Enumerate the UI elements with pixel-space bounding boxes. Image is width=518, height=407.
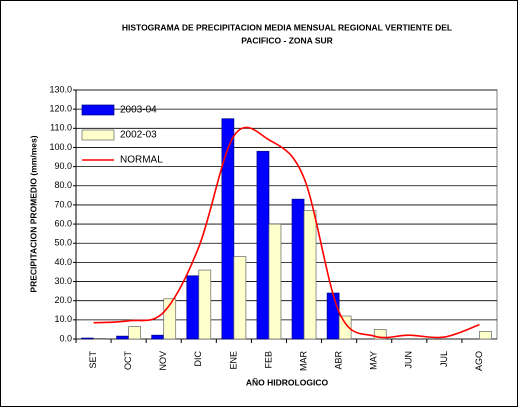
y-tick-label: 100.0 — [49, 142, 72, 152]
plot-area — [75, 89, 498, 340]
x-tick-label: MAR — [298, 351, 308, 372]
x-tick-label: AGO — [474, 351, 484, 371]
y-tick-label: 10.0 — [54, 314, 72, 324]
y-axis-label: PRECIPITACION PROMEDIO (mm/mes) — [28, 135, 38, 292]
bar — [186, 275, 200, 340]
y-tick-label: 0.0 — [59, 333, 72, 343]
bar — [373, 329, 387, 340]
y-tick-label: 80.0 — [54, 180, 72, 190]
y-tick-label: 130.0 — [49, 84, 72, 94]
bar — [93, 338, 106, 340]
bar — [479, 330, 492, 340]
bar — [338, 315, 352, 340]
y-tick-label: 50.0 — [54, 238, 72, 248]
bar — [326, 292, 340, 340]
legend-label: 2002-03 — [120, 130, 157, 141]
legend-swatch — [81, 129, 115, 141]
bar — [198, 269, 212, 340]
x-tick-label: JUL — [439, 351, 449, 367]
x-axis-label: AÑO HIDROLOGICO — [246, 377, 329, 387]
chart-subtitle: PACIFICO - ZONA SUR — [241, 35, 333, 45]
y-tick-label: 110.0 — [50, 123, 72, 133]
bar — [291, 198, 305, 340]
bar — [128, 326, 141, 340]
y-tick-label: 70.0 — [54, 199, 72, 209]
bar — [221, 118, 235, 340]
y-tick-label: 120.0 — [49, 104, 72, 114]
x-tick-label: ABR — [334, 351, 344, 370]
x-tick-label: MAY — [369, 351, 379, 370]
legend-swatch — [81, 104, 115, 116]
x-tick-label: SET — [88, 351, 98, 369]
y-tick-label: 40.0 — [54, 257, 72, 267]
x-tick-label: FEB — [263, 351, 273, 369]
x-tick-label: DIC — [193, 351, 203, 367]
y-tick-label: 90.0 — [54, 161, 72, 171]
bar — [81, 337, 94, 340]
legend-label: NORMAL — [120, 155, 163, 166]
x-tick-label: NOV — [158, 351, 168, 371]
line — [93, 126, 480, 339]
y-tick-label: 30.0 — [54, 276, 72, 286]
x-tick-label: OCT — [123, 351, 133, 371]
chart-title: HISTOGRAMA DE PRECIPITACION MEDIA MENSUA… — [122, 22, 452, 32]
y-tick-label: 20.0 — [54, 295, 72, 305]
y-tick-label: 60.0 — [54, 218, 72, 228]
legend-label: 2003-04 — [120, 105, 157, 116]
bar — [268, 223, 282, 340]
bar — [116, 335, 129, 340]
x-tick-label: JUN — [404, 351, 414, 369]
bar — [303, 210, 317, 340]
bar — [256, 150, 270, 340]
bar — [233, 256, 247, 340]
bar — [151, 334, 165, 340]
x-tick-label: ENE — [228, 351, 238, 370]
